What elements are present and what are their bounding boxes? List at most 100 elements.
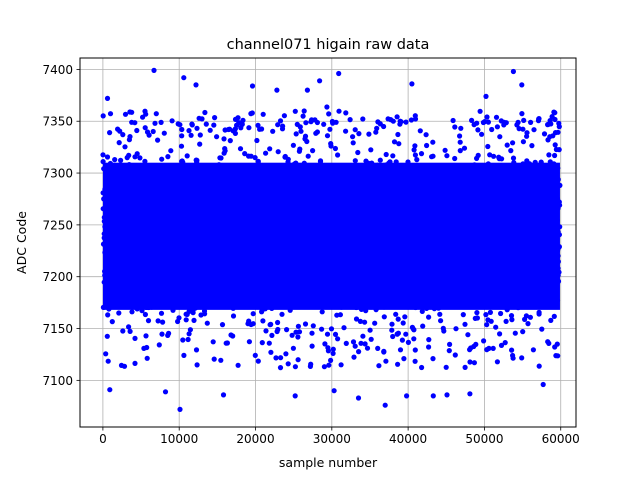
data-point	[430, 269, 436, 275]
data-point	[390, 273, 396, 279]
data-point	[522, 173, 528, 179]
data-point	[153, 210, 159, 216]
data-point	[224, 214, 230, 220]
data-point	[249, 192, 255, 198]
data-point	[115, 201, 121, 207]
data-point	[132, 335, 138, 341]
data-point	[512, 284, 518, 290]
data-point	[372, 279, 378, 285]
data-point	[504, 307, 510, 313]
data-point	[140, 268, 147, 274]
data-point	[221, 274, 227, 280]
data-point	[204, 295, 210, 301]
data-point	[303, 120, 309, 126]
data-point	[239, 229, 245, 235]
data-point	[186, 271, 192, 277]
data-point	[366, 248, 372, 255]
outlier-point	[540, 381, 546, 388]
data-point	[552, 210, 559, 217]
data-point	[204, 266, 210, 273]
data-point	[364, 232, 370, 238]
data-point	[353, 316, 360, 322]
data-point	[175, 121, 181, 127]
data-point	[343, 238, 349, 244]
data-point	[357, 210, 364, 216]
data-point	[194, 125, 200, 131]
data-point	[417, 249, 423, 255]
data-point	[297, 210, 303, 216]
data-point	[457, 148, 463, 154]
data-point	[218, 267, 224, 273]
data-point	[532, 159, 538, 165]
data-point	[522, 290, 528, 296]
outlier-point	[336, 70, 342, 77]
y-tick-label: 7100	[42, 374, 73, 388]
data-point	[481, 338, 487, 344]
data-point	[428, 204, 434, 210]
data-point	[550, 273, 556, 279]
data-point	[353, 217, 359, 223]
data-point	[411, 147, 417, 153]
data-point	[155, 251, 161, 257]
data-point	[286, 186, 292, 192]
data-point	[502, 300, 508, 306]
data-point	[294, 299, 300, 305]
data-point	[541, 282, 548, 288]
data-point	[123, 265, 130, 271]
data-point	[268, 167, 275, 173]
data-point	[525, 234, 531, 240]
data-point	[506, 264, 512, 270]
data-point	[409, 279, 415, 286]
data-point	[494, 213, 500, 219]
outlier-point	[317, 78, 323, 84]
data-point	[277, 365, 284, 371]
data-point	[319, 284, 325, 290]
data-point	[426, 314, 432, 320]
data-point	[196, 207, 202, 213]
data-point	[191, 317, 197, 323]
data-point	[452, 188, 458, 194]
data-point	[332, 145, 338, 152]
data-point	[556, 147, 562, 153]
data-point	[508, 280, 514, 286]
data-point	[326, 111, 332, 117]
data-point	[178, 188, 184, 195]
data-point	[467, 269, 473, 275]
data-point	[477, 189, 483, 195]
data-point	[196, 193, 202, 199]
data-point	[503, 318, 509, 324]
data-point	[295, 323, 301, 329]
data-point	[508, 313, 515, 319]
data-point	[545, 221, 551, 227]
data-point	[207, 255, 213, 261]
data-point	[260, 232, 266, 238]
chart-title: channel071 higain raw data	[227, 37, 430, 53]
data-point	[158, 310, 165, 316]
data-point	[296, 252, 302, 258]
data-point	[435, 245, 441, 251]
x-tick-label: 30000	[313, 432, 351, 446]
data-point	[289, 332, 295, 338]
data-point	[160, 183, 166, 189]
data-point	[203, 211, 209, 217]
data-point	[230, 305, 236, 311]
data-point	[130, 246, 136, 252]
data-point	[487, 309, 493, 315]
data-point	[519, 241, 525, 247]
data-point	[161, 281, 167, 287]
data-point	[310, 186, 316, 192]
data-point	[555, 278, 562, 284]
data-point	[497, 204, 503, 210]
data-point	[158, 225, 164, 231]
data-point	[237, 146, 244, 152]
data-point	[339, 199, 345, 205]
data-point	[173, 257, 179, 263]
data-point	[129, 309, 135, 315]
data-point	[450, 183, 456, 189]
data-point	[249, 218, 255, 224]
data-point	[399, 337, 405, 343]
data-point	[452, 352, 458, 358]
data-point	[553, 218, 559, 224]
data-point	[417, 128, 423, 134]
data-point	[362, 319, 368, 325]
